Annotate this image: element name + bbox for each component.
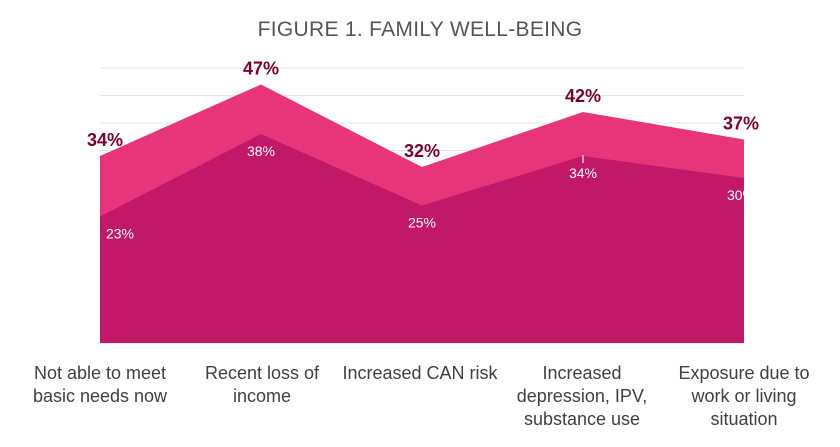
inner-data-label: 25% — [408, 215, 436, 231]
inner-data-label: 38% — [247, 143, 275, 159]
chart-title: FIGURE 1. FAMILY WELL-BEING — [257, 18, 583, 41]
category-label: Increased CAN risk — [342, 363, 498, 383]
inner-data-label: 34% — [569, 165, 597, 181]
outer-data-label: 34% — [87, 130, 123, 150]
outer-data-label: 32% — [404, 141, 440, 161]
inner-data-label: 23% — [106, 226, 134, 242]
category-label: Increased depression, IPV, substance use — [516, 363, 648, 429]
category-label: Recent loss of income — [204, 363, 320, 406]
category-label: Not able to meet basic needs now — [32, 363, 168, 406]
outer-data-label: 37% — [723, 114, 759, 134]
inner-data-label: 30% — [727, 187, 755, 203]
outer-data-label: 47% — [243, 59, 279, 79]
data-labels: 34% 47% 32% 42% 37% 23% 38% 25% 34% 30% — [87, 59, 759, 242]
outer-data-label: 42% — [565, 86, 601, 106]
area-series — [100, 84, 744, 343]
category-label: Exposure due to work or living situation — [678, 363, 810, 429]
area-inner — [100, 134, 744, 343]
